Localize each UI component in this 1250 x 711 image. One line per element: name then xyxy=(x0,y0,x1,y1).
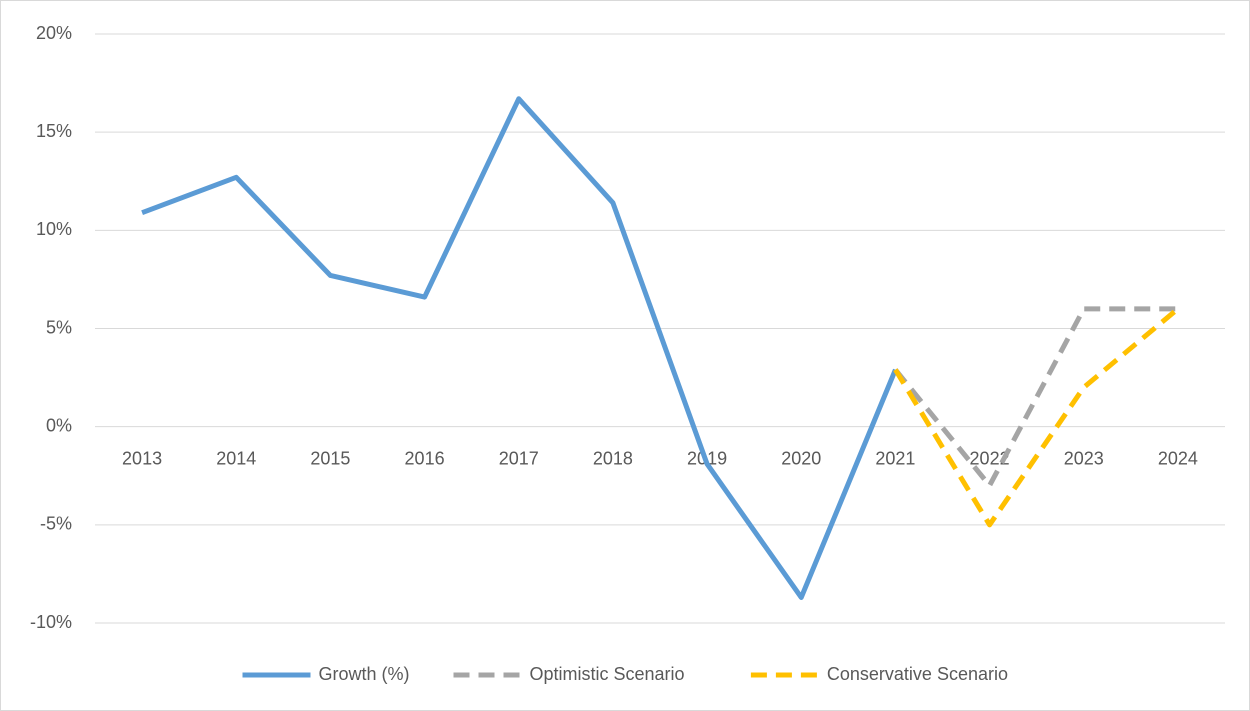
series-line xyxy=(141,96,898,600)
x-tick-label: 2015 xyxy=(310,448,350,468)
y-tick-label: -5% xyxy=(40,514,72,534)
y-tick-label: 15% xyxy=(36,121,72,141)
legend-label: Optimistic Scenario xyxy=(530,664,685,684)
legend-label: Growth (%) xyxy=(319,664,410,684)
x-tick-label: 2022 xyxy=(970,448,1010,468)
y-tick-label: -10% xyxy=(30,612,72,632)
series-line xyxy=(893,306,1180,528)
x-tick-label: 2023 xyxy=(1064,448,1104,468)
y-tick-label: 5% xyxy=(46,317,72,337)
y-tick-label: 20% xyxy=(36,23,72,43)
legend-label: Conservative Scenario xyxy=(827,664,1008,684)
x-tick-label: 2014 xyxy=(216,448,256,468)
y-tick-label: 10% xyxy=(36,219,72,239)
x-tick-label: 2016 xyxy=(405,448,445,468)
x-tick-label: 2017 xyxy=(499,448,539,468)
y-tick-label: 0% xyxy=(46,415,72,435)
x-tick-label: 2013 xyxy=(122,448,162,468)
x-tick-label: 2018 xyxy=(593,448,633,468)
x-tick-label: 2020 xyxy=(781,448,821,468)
x-tick-label: 2021 xyxy=(875,448,915,468)
x-tick-label: 2024 xyxy=(1158,448,1198,468)
